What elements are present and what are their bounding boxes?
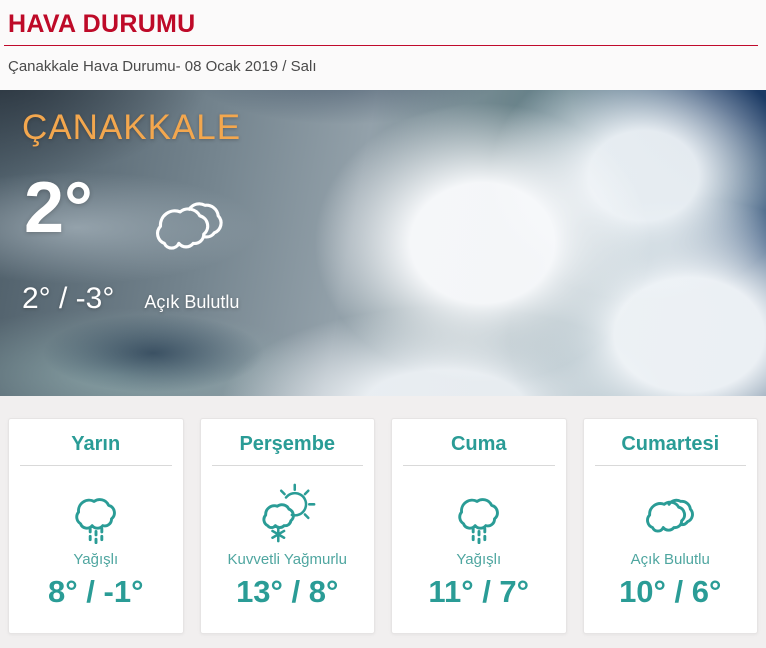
forecast-day-label: Perşembe: [239, 433, 336, 455]
forecast-temps: 13° / 8°: [236, 574, 339, 609]
forecast-card-yarin[interactable]: Yarın Yağışlı 8° / -1°: [8, 418, 184, 634]
current-condition: Açık Bulutlu: [144, 292, 240, 312]
sun-cloud-snow-icon: [256, 483, 318, 545]
current-temperature: 2°: [24, 168, 93, 248]
forecast-temps: 11° / 7°: [428, 574, 530, 609]
forecast-row: Yarın Yağışlı 8° / -1° Perşembe: [0, 396, 766, 648]
rain-cloud-icon: [448, 483, 510, 545]
forecast-card-cumartesi[interactable]: Cumartesi Açık Bulutlu 10° / 6°: [582, 418, 758, 634]
forecast-card-cuma[interactable]: Cuma Yağışlı 11° / 7°: [391, 418, 567, 634]
forecast-condition: Yağışlı: [456, 551, 502, 568]
header-divider: [4, 45, 758, 46]
forecast-condition: Yağışlı: [73, 551, 119, 568]
forecast-day-label: Cumartesi: [621, 433, 720, 455]
current-summary-row: 2° / -3° Açık Bulutlu: [22, 282, 239, 316]
forecast-condition: Açık Bulutlu: [630, 551, 710, 568]
card-divider: [20, 465, 172, 466]
forecast-temps: 10° / 6°: [619, 574, 722, 609]
forecast-day-label: Cuma: [450, 433, 507, 455]
partly-cloudy-icon: [146, 192, 230, 263]
forecast-temps: 8° / -1°: [48, 574, 144, 609]
card-divider: [403, 465, 555, 466]
forecast-condition: Kuvvetli Yağmurlu: [227, 551, 347, 568]
rain-cloud-icon: [65, 483, 127, 545]
page-title: HAVA DURUMU: [8, 10, 196, 38]
forecast-day-label: Yarın: [71, 433, 121, 455]
page-subtitle: Çanakkale Hava Durumu- 08 Ocak 2019 / Sa…: [8, 58, 317, 75]
partly-cloudy-icon: [639, 483, 701, 545]
card-divider: [594, 465, 746, 466]
page-header: HAVA DURUMU Çanakkale Hava Durumu- 08 Oc…: [0, 0, 766, 90]
current-weather-hero: ÇANAKKALE 2° 2° / -3° Açık Bulutlu: [0, 90, 766, 396]
forecast-card-persembe[interactable]: Perşembe Kuvvetli: [199, 418, 375, 634]
card-divider: [211, 465, 363, 466]
city-name: ÇANAKKALE: [22, 108, 242, 147]
current-high-low: 2° / -3°: [22, 282, 115, 315]
